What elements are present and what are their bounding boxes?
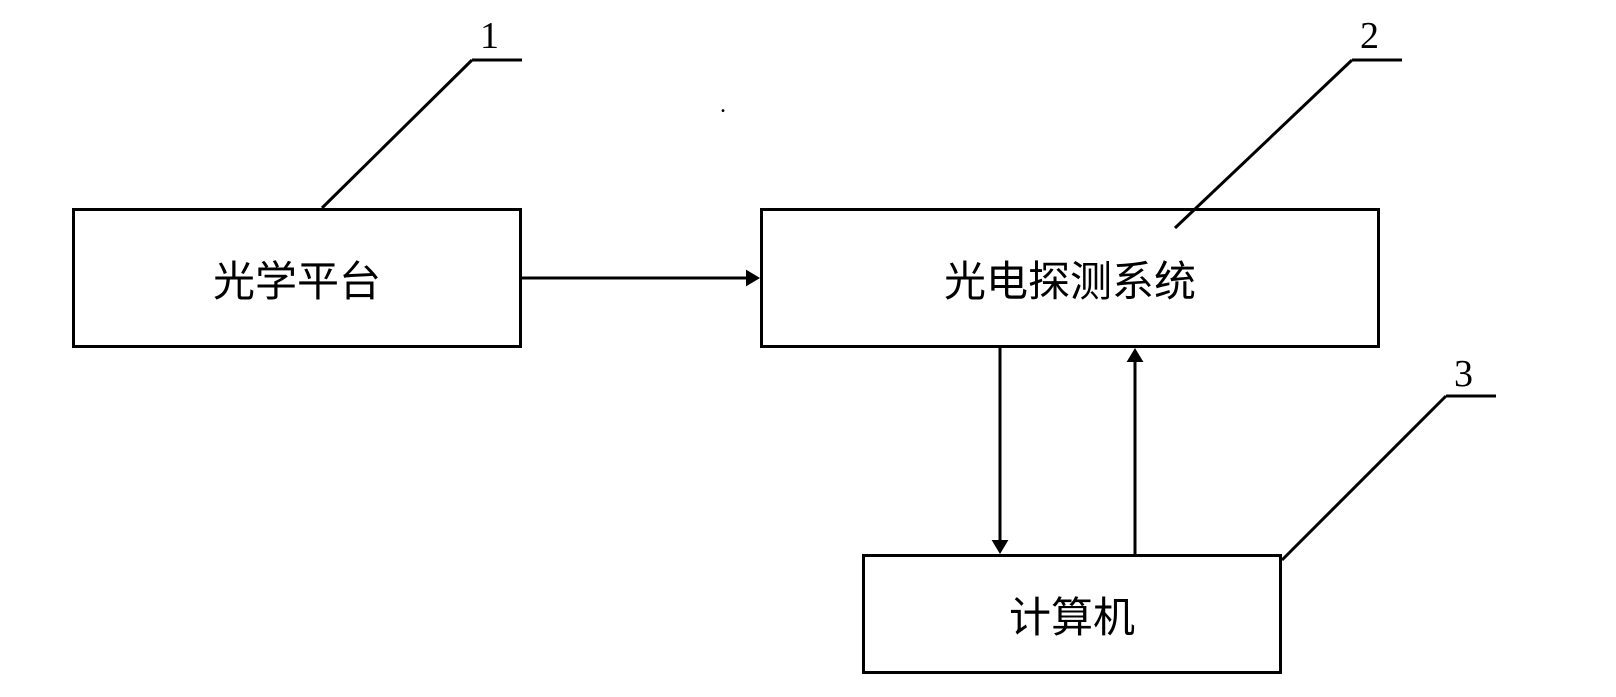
node-optical-platform-ref: 1: [480, 14, 499, 58]
node-photodetection-system-ref: 2: [1360, 14, 1379, 58]
node-computer-ref: 3: [1454, 352, 1473, 396]
node-photodetection-system-label: 光电探测系统: [944, 248, 1196, 309]
node-optical-platform: 光学平台: [72, 208, 522, 348]
node-photodetection-system: 光电探测系统: [760, 208, 1380, 348]
stray-dot: .: [720, 92, 726, 119]
connector-layer: [0, 0, 1616, 697]
node-computer: 计算机: [862, 554, 1282, 674]
diagram-canvas: 光学平台 1 光电探测系统 2 计算机 3 .: [0, 0, 1616, 697]
node-optical-platform-label: 光学平台: [213, 248, 381, 309]
node-computer-label: 计算机: [1009, 584, 1135, 645]
